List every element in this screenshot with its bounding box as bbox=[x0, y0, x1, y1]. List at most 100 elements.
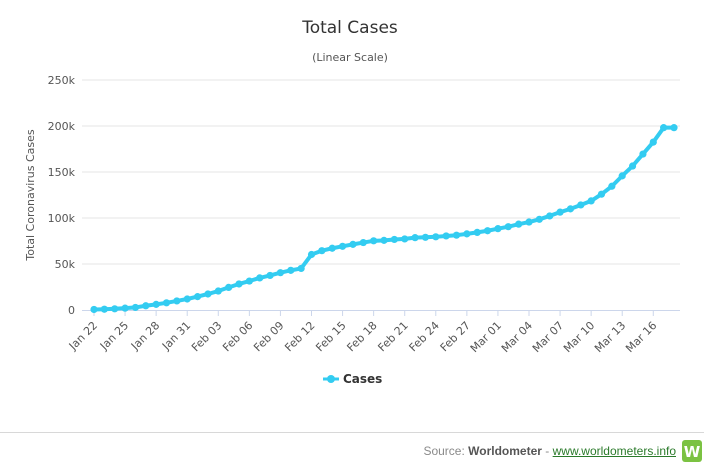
y-tick-label: 150k bbox=[48, 166, 76, 179]
data-point[interactable] bbox=[307, 250, 316, 259]
x-tick-label: Mar 01 bbox=[468, 319, 504, 355]
source-credit: Source: Worldometer - www.worldometers.i… bbox=[423, 444, 676, 458]
data-point[interactable] bbox=[556, 208, 564, 216]
data-point[interactable] bbox=[463, 230, 471, 238]
x-tick-label: Mar 13 bbox=[592, 319, 628, 355]
series-cases[interactable] bbox=[90, 124, 678, 314]
data-point[interactable] bbox=[204, 290, 212, 298]
chart: Total Cases (Linear Scale) 0 50k 100k 150k 2… bbox=[24, 18, 680, 386]
x-tick-label: Feb 18 bbox=[344, 319, 379, 354]
data-point[interactable] bbox=[287, 266, 295, 274]
y-axis-title: Total Coronavirus Cases bbox=[24, 129, 37, 262]
data-point[interactable] bbox=[121, 304, 129, 312]
data-point[interactable] bbox=[318, 247, 326, 255]
x-tick-label: Feb 21 bbox=[375, 319, 410, 354]
y-tick-label: 100k bbox=[48, 212, 76, 225]
data-point[interactable] bbox=[473, 228, 481, 236]
data-point[interactable] bbox=[162, 299, 171, 307]
x-tick-label: Jan 28 bbox=[128, 319, 162, 353]
data-point[interactable] bbox=[411, 234, 419, 242]
data-point[interactable] bbox=[535, 215, 543, 223]
data-point[interactable] bbox=[390, 235, 398, 244]
data-point[interactable] bbox=[111, 305, 119, 313]
data-point[interactable] bbox=[660, 124, 668, 132]
data-point[interactable] bbox=[628, 162, 637, 170]
data-point[interactable] bbox=[421, 233, 430, 241]
data-point[interactable] bbox=[597, 190, 606, 198]
data-point[interactable] bbox=[649, 138, 657, 146]
x-tick-label: Feb 09 bbox=[251, 319, 286, 354]
chart-title: Total Cases bbox=[301, 18, 398, 38]
data-point[interactable] bbox=[338, 242, 347, 250]
data-point[interactable] bbox=[432, 233, 440, 241]
data-point[interactable] bbox=[577, 201, 585, 209]
x-tick-label: Mar 10 bbox=[561, 319, 597, 355]
data-point[interactable] bbox=[245, 277, 253, 285]
x-tick-label: Jan 22 bbox=[66, 319, 100, 353]
data-point[interactable] bbox=[359, 238, 367, 247]
x-tick-label: Feb 06 bbox=[220, 319, 255, 354]
data-point[interactable] bbox=[297, 264, 305, 273]
y-tick-label: 0 bbox=[68, 304, 75, 317]
data-point[interactable] bbox=[266, 271, 274, 280]
x-tick-label: Mar 07 bbox=[530, 319, 566, 355]
data-point[interactable] bbox=[90, 305, 98, 314]
x-tick-label: Feb 24 bbox=[407, 319, 442, 354]
chart-subtitle: (Linear Scale) bbox=[312, 51, 388, 64]
source-separator: - bbox=[541, 444, 553, 458]
x-tick-label: Mar 16 bbox=[623, 319, 659, 355]
source-link[interactable]: www.worldometers.info bbox=[552, 444, 676, 458]
legend-marker bbox=[327, 375, 335, 383]
x-tick-label: Feb 12 bbox=[282, 319, 317, 354]
data-point[interactable] bbox=[173, 297, 181, 305]
data-point[interactable] bbox=[546, 212, 554, 220]
x-tick-label: Jan 25 bbox=[97, 319, 131, 353]
data-point[interactable] bbox=[452, 231, 461, 239]
data-point[interactable] bbox=[494, 225, 502, 233]
data-point[interactable] bbox=[131, 303, 140, 312]
data-point[interactable] bbox=[670, 124, 678, 132]
data-point[interactable] bbox=[328, 244, 336, 252]
y-axis-ticks: 0 50k 100k 150k 200k 250k bbox=[48, 74, 76, 317]
legend-label-cases[interactable]: Cases bbox=[343, 372, 382, 386]
data-point[interactable] bbox=[225, 283, 233, 292]
data-point[interactable] bbox=[380, 236, 388, 244]
data-point[interactable] bbox=[587, 197, 595, 205]
data-point[interactable] bbox=[525, 218, 533, 226]
data-point[interactable] bbox=[639, 150, 647, 158]
worldometer-logo-icon[interactable]: W bbox=[682, 440, 702, 462]
data-point[interactable] bbox=[618, 172, 626, 180]
data-point[interactable] bbox=[276, 269, 285, 277]
series-line bbox=[92, 125, 676, 312]
data-point[interactable] bbox=[515, 220, 523, 228]
data-point[interactable] bbox=[152, 300, 160, 308]
x-tick-label: Jan 31 bbox=[159, 319, 193, 353]
data-point[interactable] bbox=[100, 305, 108, 313]
data-point[interactable] bbox=[256, 274, 264, 282]
y-tick-label: 250k bbox=[48, 74, 76, 87]
data-point[interactable] bbox=[608, 182, 616, 190]
data-point[interactable] bbox=[214, 287, 222, 295]
data-point[interactable] bbox=[370, 237, 378, 245]
data-point[interactable] bbox=[142, 302, 150, 310]
y-tick-label: 50k bbox=[55, 258, 76, 271]
source-prefix: Source: bbox=[423, 444, 469, 458]
data-point[interactable] bbox=[401, 235, 409, 243]
x-tick-label: Feb 03 bbox=[189, 319, 224, 354]
gridlines bbox=[82, 79, 680, 311]
data-point[interactable] bbox=[566, 205, 575, 213]
logo-letter: W bbox=[684, 443, 701, 461]
data-point[interactable] bbox=[235, 280, 243, 288]
x-tick-label: Feb 15 bbox=[313, 319, 348, 354]
data-point[interactable] bbox=[193, 293, 202, 301]
data-point[interactable] bbox=[442, 232, 450, 240]
x-tick-label: Mar 04 bbox=[499, 319, 535, 355]
footer: Source: Worldometer - www.worldometers.i… bbox=[0, 432, 704, 472]
x-tick-label: Feb 27 bbox=[438, 319, 473, 354]
legend[interactable]: Cases bbox=[323, 372, 382, 386]
data-point[interactable] bbox=[183, 295, 191, 303]
data-point[interactable] bbox=[349, 240, 357, 248]
data-point[interactable] bbox=[483, 227, 492, 235]
data-point[interactable] bbox=[504, 223, 512, 231]
